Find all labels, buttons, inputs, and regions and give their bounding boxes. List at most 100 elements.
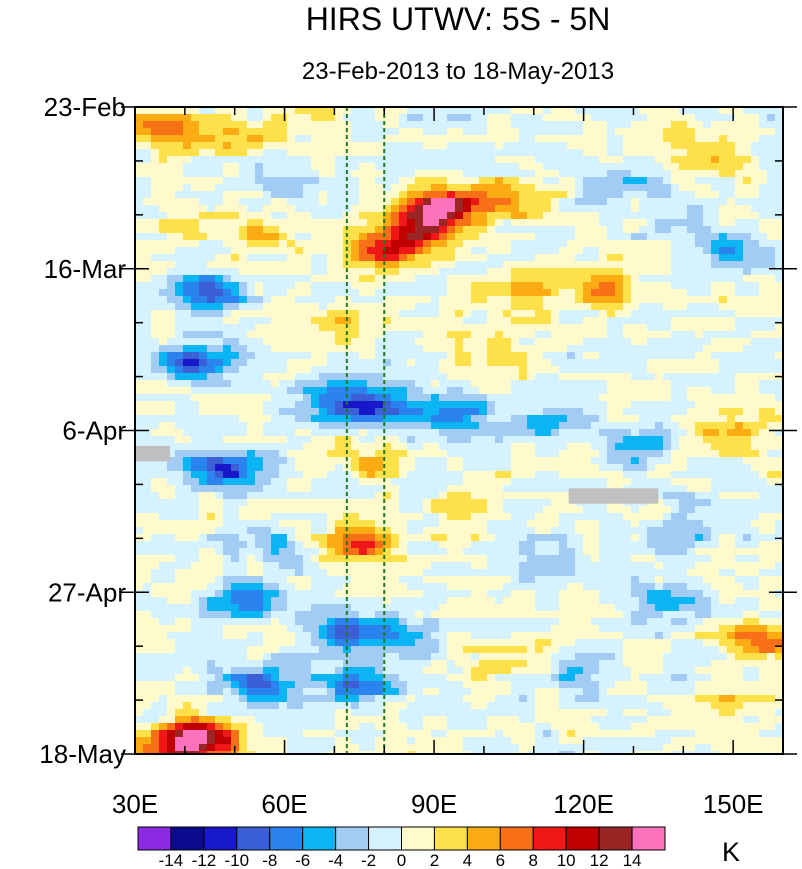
heatmap-cell — [535, 373, 544, 381]
heatmap-cell — [375, 352, 384, 360]
heatmap-cell — [527, 751, 536, 755]
heatmap-cell — [391, 674, 400, 682]
heatmap-cell — [231, 422, 240, 430]
heatmap-cell — [447, 604, 456, 612]
heatmap-cell — [535, 387, 544, 395]
heatmap-cell — [479, 625, 488, 633]
heatmap-cell — [519, 317, 528, 325]
heatmap-cell — [447, 681, 456, 689]
heatmap-cell — [351, 359, 360, 367]
heatmap-cell — [279, 653, 288, 661]
heatmap-cell — [199, 345, 208, 353]
heatmap-cell — [399, 128, 408, 136]
heatmap-cell — [247, 163, 256, 171]
heatmap-cell — [471, 450, 480, 458]
heatmap-cell — [487, 338, 496, 346]
heatmap-cell — [327, 604, 336, 612]
heatmap-cell — [287, 282, 296, 290]
heatmap-cell — [399, 499, 408, 507]
heatmap-cell — [207, 527, 216, 535]
heatmap-cell — [135, 436, 144, 444]
heatmap-cell — [487, 464, 496, 472]
heatmap-cell — [535, 639, 544, 647]
heatmap-cell — [359, 541, 368, 549]
heatmap-cell — [167, 338, 176, 346]
heatmap-cell — [415, 625, 424, 633]
heatmap-cell — [207, 695, 216, 703]
heatmap-cell — [495, 408, 504, 416]
heatmap-cell — [271, 744, 280, 752]
heatmap-cell — [351, 422, 360, 430]
heatmap-cell — [183, 380, 192, 388]
heatmap-cell — [223, 520, 232, 528]
heatmap-cell — [151, 408, 160, 416]
heatmap-cell — [359, 345, 368, 353]
heatmap-cell — [311, 555, 320, 563]
heatmap-cell — [471, 485, 480, 493]
heatmap-cell — [311, 296, 320, 304]
heatmap-cell — [391, 653, 400, 661]
heatmap-cell — [439, 212, 448, 220]
heatmap-cell — [375, 135, 384, 143]
heatmap-cell — [271, 373, 280, 381]
heatmap-cell — [311, 422, 320, 430]
heatmap-cell — [143, 639, 152, 647]
heatmap-cell — [471, 541, 480, 549]
heatmap-cell — [519, 492, 528, 500]
heatmap-cell — [143, 485, 152, 493]
heatmap-cell — [151, 317, 160, 325]
heatmap-cell — [535, 268, 544, 276]
heatmap-cell — [495, 212, 504, 220]
heatmap-cell — [551, 730, 560, 738]
heatmap-cell — [519, 506, 528, 514]
heatmap-cell — [463, 674, 472, 682]
heatmap-cell — [535, 422, 544, 430]
heatmap-cell — [143, 226, 152, 234]
heatmap-cell — [527, 142, 536, 150]
heatmap-cell — [263, 282, 272, 290]
heatmap-cell — [279, 373, 288, 381]
heatmap-cell — [175, 205, 184, 213]
heatmap-cell — [335, 436, 344, 444]
heatmap-cell — [255, 450, 264, 458]
heatmap-cell — [151, 667, 160, 675]
heatmap-cell — [199, 338, 208, 346]
heatmap-cell — [375, 737, 384, 745]
heatmap-cell — [199, 464, 208, 472]
heatmap-cell — [463, 240, 472, 248]
heatmap-cell — [351, 597, 360, 605]
heatmap-cell — [135, 478, 144, 486]
heatmap-cell — [279, 625, 288, 633]
heatmap-cell — [535, 625, 544, 633]
heatmap-cell — [511, 646, 520, 654]
heatmap-cell — [519, 114, 528, 122]
heatmap-cell — [439, 198, 448, 206]
heatmap-cell — [383, 422, 392, 430]
heatmap-cell — [503, 261, 512, 269]
heatmap-cell — [407, 681, 416, 689]
heatmap-cell — [327, 730, 336, 738]
heatmap-cell — [447, 492, 456, 500]
heatmap-cell — [335, 128, 344, 136]
heatmap-cell — [271, 632, 280, 640]
heatmap-cell — [255, 695, 264, 703]
heatmap-cell — [231, 429, 240, 437]
heatmap-cell — [367, 247, 376, 255]
heatmap-cell — [527, 569, 536, 577]
heatmap-cell — [215, 653, 224, 661]
heatmap-cell — [327, 177, 336, 185]
heatmap-cell — [471, 709, 480, 717]
heatmap-cell — [327, 401, 336, 409]
heatmap-cell — [255, 170, 264, 178]
heatmap-cell — [407, 485, 416, 493]
heatmap-cell — [319, 653, 328, 661]
heatmap-cell — [383, 184, 392, 192]
heatmap-cell — [191, 261, 200, 269]
heatmap-cell — [535, 646, 544, 654]
heatmap-cell — [559, 555, 568, 563]
heatmap-cell — [351, 114, 360, 122]
heatmap-cell — [423, 569, 432, 577]
heatmap-cell — [415, 233, 424, 241]
heatmap-cell — [519, 149, 528, 157]
heatmap-cell — [319, 597, 328, 605]
